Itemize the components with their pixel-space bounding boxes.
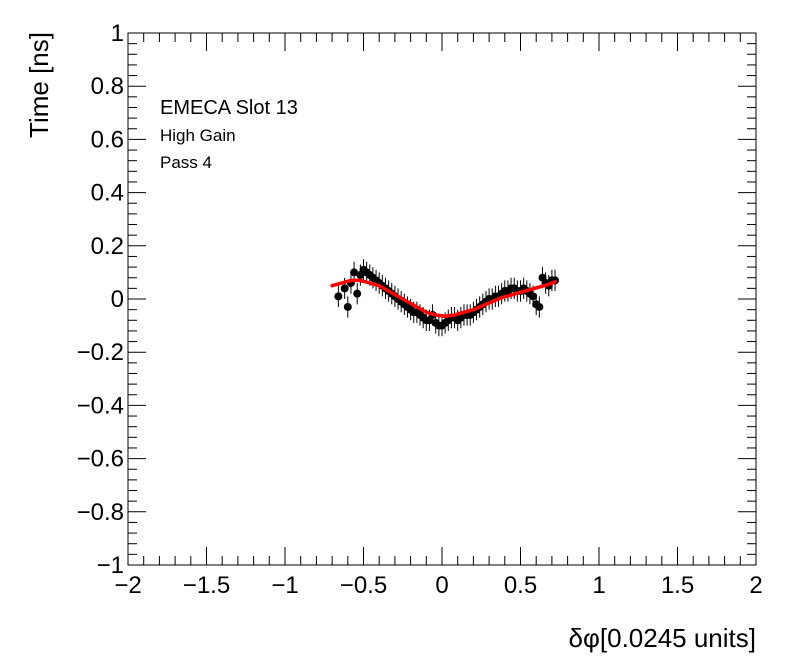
annotation-pass: Pass 4	[160, 153, 212, 172]
point-marker	[353, 289, 362, 298]
x-tick-label: −2	[114, 572, 141, 599]
point-marker	[350, 268, 359, 277]
x-tick-label: −1	[271, 572, 298, 599]
data-point	[343, 296, 352, 318]
x-tick-label: 1.5	[661, 572, 694, 599]
point-marker	[535, 302, 544, 311]
annotation-gain: High Gain	[160, 126, 236, 145]
x-axis-title: δφ[0.0245 units]	[569, 623, 756, 653]
point-marker	[340, 284, 349, 293]
point-marker	[343, 302, 352, 311]
x-tick-label: −0.5	[340, 572, 387, 599]
point-marker	[529, 292, 538, 301]
y-tick-label: 0	[111, 286, 124, 313]
fit-curve	[330, 278, 557, 319]
y-tick-label: 0.8	[91, 73, 124, 100]
point-marker	[334, 292, 343, 301]
y-tick-label: −0.2	[77, 339, 124, 366]
y-tick-label: −0.8	[77, 499, 124, 526]
x-tick-label: −1.5	[183, 572, 230, 599]
x-axis-ticks: −2 −1.5 −1 −0.5 0 0.5 1 1.5 2	[114, 33, 763, 599]
y-tick-label: −1	[97, 552, 124, 579]
y-tick-label: 1	[111, 20, 124, 47]
data-point	[535, 296, 544, 318]
x-tick-label: 1	[592, 572, 605, 599]
y-axis-title: Time [ns]	[24, 32, 54, 138]
data-points	[334, 259, 560, 337]
x-tick-label: 0	[435, 572, 448, 599]
y-tick-label: 0.4	[91, 180, 124, 207]
y-tick-label: −0.6	[77, 446, 124, 473]
annotation-detector: EMECA Slot 13	[160, 97, 298, 119]
y-tick-label: −0.4	[77, 392, 124, 419]
y-tick-label: 0.2	[91, 233, 124, 260]
data-point	[334, 285, 343, 307]
y-tick-label: 0.6	[91, 126, 124, 153]
x-tick-label: 0.5	[504, 572, 537, 599]
data-point	[353, 283, 362, 305]
y-axis-ticks: −1 −0.8 −0.6 −0.4 −0.2 0 0.2 0.4 0.6 0.8 1	[77, 20, 756, 579]
x-tick-label: 2	[749, 572, 762, 599]
fit-line	[330, 278, 557, 319]
